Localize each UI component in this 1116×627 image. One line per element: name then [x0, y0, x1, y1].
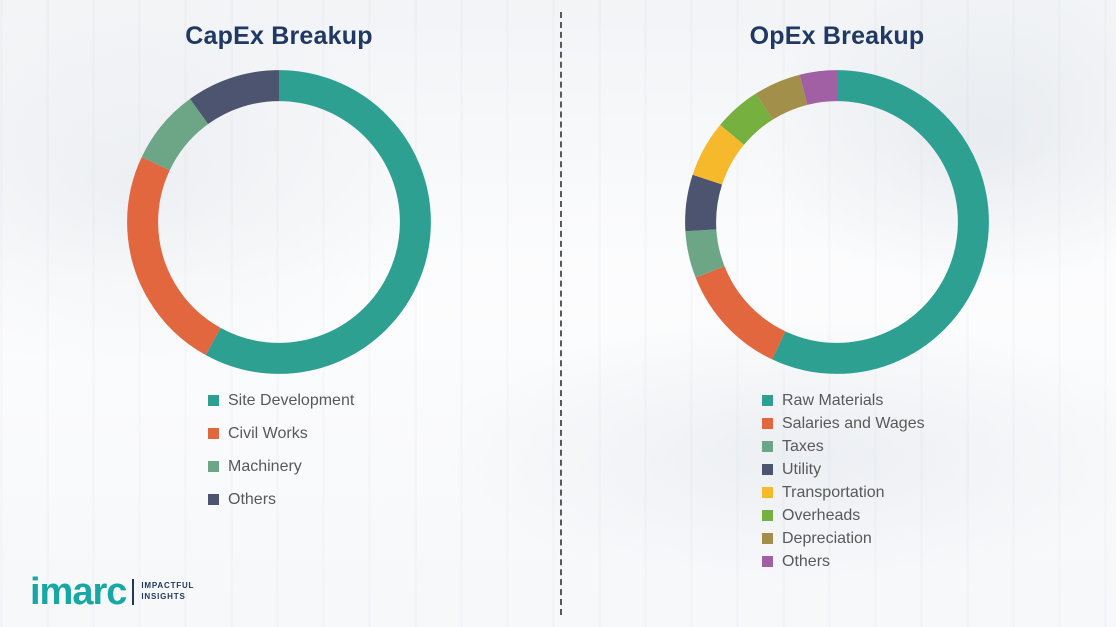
- imarc-tagline-line1: IMPACTFUL: [141, 581, 195, 591]
- legend-swatch-icon: [762, 464, 773, 475]
- legend-item: Site Development: [208, 391, 558, 410]
- capex-title: CapEx Breakup: [185, 22, 373, 50]
- legend-label: Site Development: [228, 392, 355, 409]
- donut-segment-utility: [685, 70, 989, 374]
- legend-item: Others: [762, 552, 1116, 571]
- imarc-logo-tagline: IMPACTFUL INSIGHTS: [141, 581, 194, 603]
- legend-label: Overheads: [782, 507, 861, 524]
- donut-segment-others: [127, 70, 431, 374]
- opex-legend: Raw Materials Salaries and Wages Taxes Util…: [762, 391, 1116, 571]
- capex-donut-chart: [124, 67, 434, 377]
- imarc-logo-separator: [132, 579, 135, 605]
- legend-swatch-icon: [208, 428, 219, 439]
- legend-label: Salaries and Wages: [782, 415, 925, 432]
- legend-label: Depreciation: [782, 530, 872, 547]
- legend-swatch-icon: [762, 395, 773, 406]
- legend-item: Utility: [762, 460, 1116, 479]
- legend-label: Others: [228, 491, 277, 508]
- imarc-tagline-line2: INSIGHTS: [141, 592, 186, 601]
- legend-swatch-icon: [762, 418, 773, 429]
- legend-item: Overheads: [762, 506, 1116, 525]
- imarc-logo-wordmark: imarc: [30, 571, 127, 613]
- legend-label: Others: [782, 553, 831, 570]
- legend-item: Others: [208, 490, 558, 509]
- legend-item: Machinery: [208, 457, 558, 476]
- legend-swatch-icon: [762, 510, 773, 521]
- capex-panel: CapEx Breakup Site Development Civil Work…: [124, 22, 558, 509]
- legend-label: Transportation: [782, 484, 885, 501]
- legend-item: Raw Materials: [762, 391, 1116, 410]
- legend-label: Civil Works: [228, 425, 308, 442]
- donut-segment-civil-works: [127, 70, 431, 374]
- legend-item: Transportation: [762, 483, 1116, 502]
- legend-swatch-icon: [762, 441, 773, 452]
- legend-label: Raw Materials: [782, 392, 884, 409]
- legend-swatch-icon: [762, 556, 773, 567]
- donut-segment-others: [685, 70, 989, 374]
- legend-item: Taxes: [762, 437, 1116, 456]
- legend-swatch-icon: [208, 461, 219, 472]
- opex-panel: OpEx Breakup Raw Materials Salaries and W…: [558, 0, 1116, 627]
- legend-item: Depreciation: [762, 529, 1116, 548]
- opex-title: OpEx Breakup: [749, 22, 925, 50]
- legend-label: Taxes: [782, 438, 824, 455]
- donut-svg: [127, 70, 431, 374]
- imarc-logo: imarc IMPACTFUL INSIGHTS: [30, 573, 194, 611]
- legend-swatch-icon: [208, 395, 219, 406]
- legend-item: Salaries and Wages: [762, 414, 1116, 433]
- divider-line: [560, 12, 562, 615]
- legend-label: Utility: [782, 461, 822, 478]
- donut-svg: [685, 70, 989, 374]
- legend-swatch-icon: [208, 494, 219, 505]
- opex-donut-chart: [682, 67, 992, 377]
- legend-label: Machinery: [228, 458, 302, 475]
- legend-swatch-icon: [762, 533, 773, 544]
- legend-swatch-icon: [762, 487, 773, 498]
- legend-item: Civil Works: [208, 424, 558, 443]
- capex-legend: Site Development Civil Works Machinery Othe…: [208, 391, 558, 509]
